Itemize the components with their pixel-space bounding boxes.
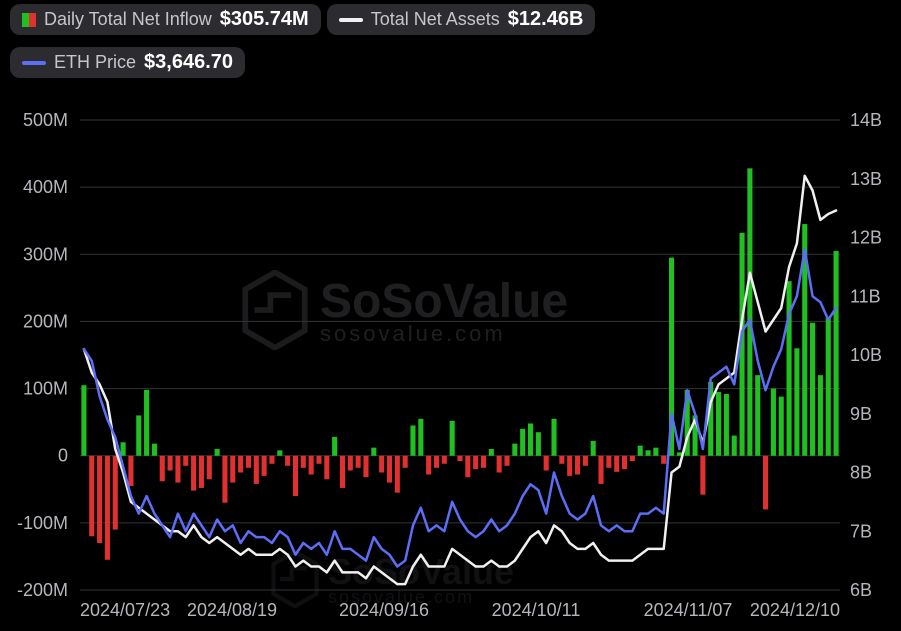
legend-inflow-value: $305.74M bbox=[220, 8, 309, 31]
svg-text:200M: 200M bbox=[23, 311, 68, 331]
chart: SoSoValue sosovalue.com SoSoValue sosova… bbox=[0, 80, 901, 631]
plot-svg: 500M 400M 300M 200M 100M 0 -100M -200M 14B 13B 12B… bbox=[0, 80, 901, 631]
svg-text:2024/08/19: 2024/08/19 bbox=[187, 600, 277, 620]
svg-text:9B: 9B bbox=[850, 404, 872, 424]
svg-text:100M: 100M bbox=[23, 379, 68, 399]
svg-text:8B: 8B bbox=[850, 463, 872, 483]
svg-text:-200M: -200M bbox=[17, 580, 68, 600]
svg-text:6B: 6B bbox=[850, 580, 872, 600]
legend: Daily Total Net Inflow $305.74M Total Ne… bbox=[10, 4, 842, 78]
svg-text:-100M: -100M bbox=[17, 513, 68, 533]
svg-text:12B: 12B bbox=[850, 228, 882, 248]
svg-text:2024/12/10: 2024/12/10 bbox=[750, 600, 840, 620]
legend-assets-label: Total Net Assets bbox=[371, 9, 500, 30]
svg-text:2024/09/16: 2024/09/16 bbox=[339, 600, 429, 620]
svg-text:400M: 400M bbox=[23, 177, 68, 197]
svg-text:13B: 13B bbox=[850, 169, 882, 189]
svg-text:0: 0 bbox=[58, 446, 68, 466]
svg-text:500M: 500M bbox=[23, 110, 68, 130]
svg-text:300M: 300M bbox=[23, 244, 68, 264]
legend-eth-value: $3,646.70 bbox=[144, 51, 233, 74]
legend-eth: ETH Price $3,646.70 bbox=[10, 47, 245, 78]
bars-icon bbox=[22, 13, 36, 27]
svg-text:2024/07/23: 2024/07/23 bbox=[80, 600, 170, 620]
svg-text:2024/11/07: 2024/11/07 bbox=[644, 600, 733, 620]
legend-inflow: Daily Total Net Inflow $305.74M bbox=[10, 4, 321, 35]
svg-text:10B: 10B bbox=[850, 345, 882, 365]
line-icon-assets bbox=[339, 18, 363, 22]
legend-assets-value: $12.46B bbox=[508, 8, 584, 31]
legend-assets: Total Net Assets $12.46B bbox=[327, 4, 596, 35]
legend-eth-label: ETH Price bbox=[54, 52, 136, 73]
legend-inflow-label: Daily Total Net Inflow bbox=[44, 9, 212, 30]
svg-text:11B: 11B bbox=[850, 286, 881, 306]
svg-text:2024/10/11: 2024/10/11 bbox=[492, 600, 581, 620]
svg-text:7B: 7B bbox=[850, 521, 872, 541]
line-icon-eth bbox=[22, 61, 46, 65]
svg-text:14B: 14B bbox=[850, 110, 882, 130]
